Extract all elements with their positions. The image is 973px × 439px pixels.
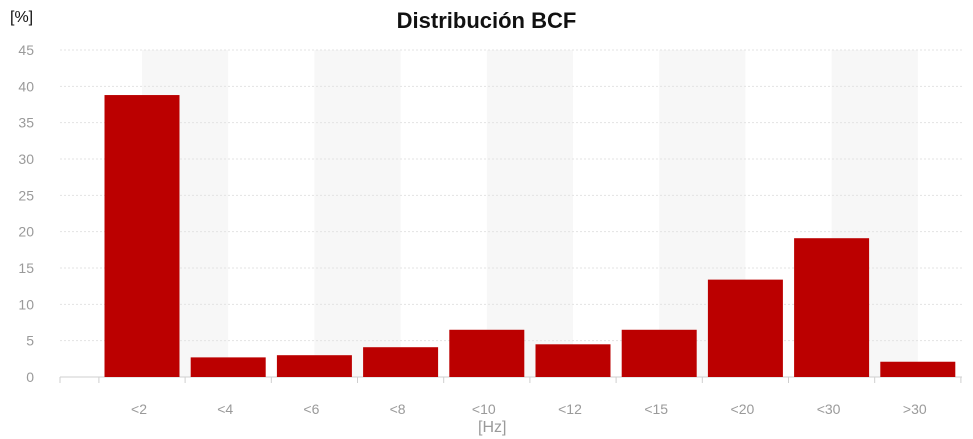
- y-tick-label: 10: [18, 296, 34, 312]
- y-tick-label: 35: [18, 115, 34, 131]
- x-tick-label: <4: [217, 401, 233, 417]
- y-tick-label: 5: [26, 333, 34, 349]
- bar: [190, 357, 266, 377]
- x-tick-label: <30: [817, 401, 841, 417]
- x-tick-label: <8: [390, 401, 406, 417]
- bars: [104, 95, 956, 377]
- x-tick-label: >30: [903, 401, 927, 417]
- y-tick-label: 40: [18, 78, 34, 94]
- x-axis-label: [Hz]: [478, 419, 507, 436]
- y-tick-label: 25: [18, 187, 34, 203]
- x-tick-label: <12: [558, 401, 582, 417]
- bar: [449, 329, 525, 377]
- background-band: [486, 50, 573, 377]
- y-tick-label: 20: [18, 224, 34, 240]
- x-tick-label: <2: [131, 401, 147, 417]
- y-tick-label: 30: [18, 151, 34, 167]
- y-tick-labels: 0 5 10 15 20 25 30 35 40 45: [18, 42, 34, 385]
- bar: [276, 355, 352, 377]
- bar: [363, 347, 439, 377]
- background-band: [314, 50, 401, 377]
- y-tick-label: 0: [26, 369, 34, 385]
- bar: [880, 361, 956, 377]
- bar: [621, 329, 697, 377]
- x-axis: [59, 376, 962, 383]
- y-tick-label: 15: [18, 260, 34, 276]
- bar: [104, 95, 180, 377]
- y-axis-unit-label: [%]: [10, 9, 34, 26]
- y-tick-label: 45: [18, 42, 34, 58]
- x-tick-label: <15: [644, 401, 668, 417]
- bar: [794, 238, 870, 377]
- x-tick-label: <6: [303, 401, 319, 417]
- x-tick-label: <20: [731, 401, 755, 417]
- x-tick-label: <10: [472, 401, 496, 417]
- bar: [535, 344, 611, 377]
- chart-title: Distribución BCF: [396, 8, 577, 33]
- bar: [707, 279, 783, 377]
- x-tick-labels: <2 <4 <6 <8 <10 <12 <15 <20 <30 >30: [131, 401, 927, 417]
